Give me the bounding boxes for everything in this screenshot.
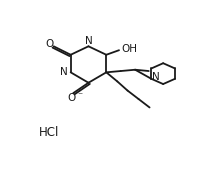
Text: N: N [60, 67, 68, 77]
Text: OH: OH [122, 44, 138, 54]
Text: N: N [152, 72, 159, 82]
Text: ⁻: ⁻ [77, 91, 82, 101]
Text: O: O [46, 39, 54, 49]
Text: N: N [85, 36, 92, 46]
Text: HCl: HCl [38, 126, 59, 139]
Text: O: O [67, 93, 75, 103]
